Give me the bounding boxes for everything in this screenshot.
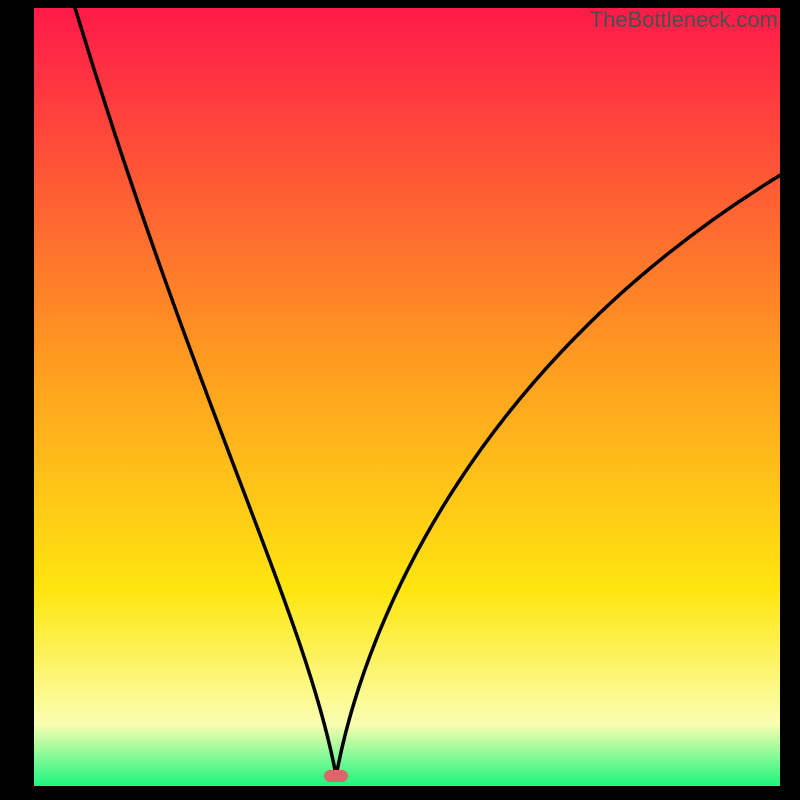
watermark-text: TheBottleneck.com [590, 7, 778, 33]
bottleneck-curve [34, 8, 780, 786]
chart-frame: TheBottleneck.com [0, 0, 800, 800]
plot-area [34, 8, 780, 786]
apex-marker [324, 770, 348, 782]
